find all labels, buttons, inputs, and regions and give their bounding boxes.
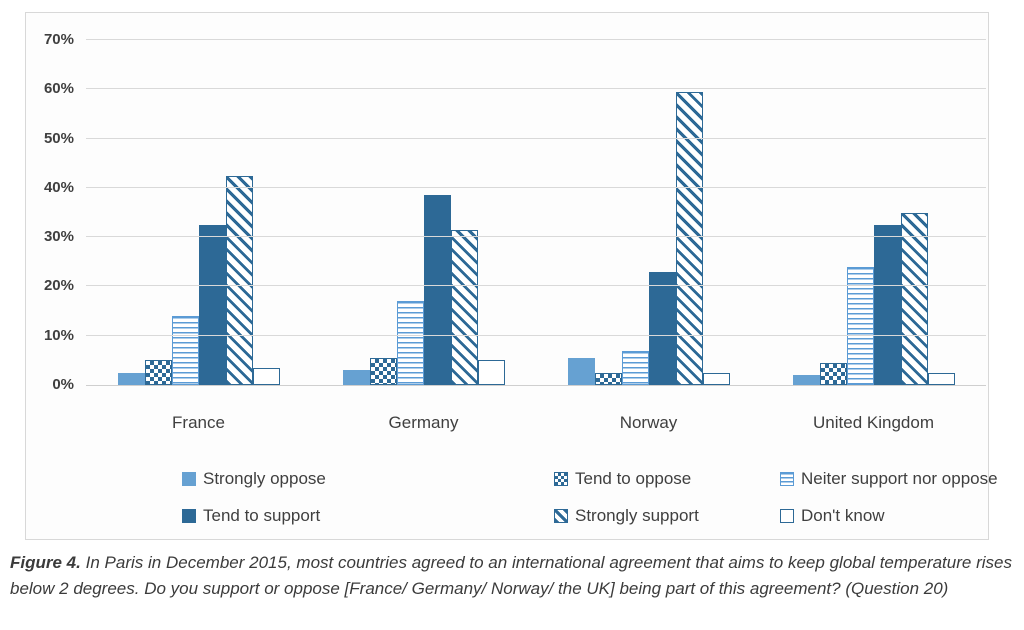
legend-label: Don't know [801,506,885,525]
bar-germany-don-t-know [477,360,505,385]
x-axis-label-germany: Germany [388,413,459,432]
bar-france-strongly-oppose [117,372,145,385]
bar-germany-tend-to-support [423,195,451,385]
x-axis-label-norway: Norway [619,413,678,432]
legend-item-don-t-know: Don't know [780,506,998,526]
y-tick-label: 60% [43,80,74,98]
bar-united-kingdom-strongly-support [900,212,928,385]
legend-item-tend-to-support: Tend to support [182,506,554,526]
legend-label: Strongly oppose [203,469,326,488]
bar-germany-strongly-support [450,229,478,385]
gridline-20 [86,285,986,287]
bar-norway-strongly-oppose [567,357,595,385]
bar-germany-neiter-support-nor-oppose [396,301,424,385]
legend-label: Neiter support nor oppose [801,469,998,488]
legend-marker-neiter-support-nor-oppose-icon [780,472,794,486]
legend-marker-strongly-oppose-icon [182,472,196,486]
figure-caption-label: Figure 4. [10,553,81,572]
x-axis-label-united-kingdom: United Kingdom [813,413,934,432]
gridline-70 [86,39,986,40]
legend-item-strongly-support: Strongly support [554,506,780,526]
bar-germany-strongly-oppose [342,370,370,385]
bar-group-france [86,41,311,385]
bar-united-kingdom-don-t-know [927,372,955,385]
legend-label: Tend to oppose [575,469,692,488]
bar-norway-don-t-know [702,372,730,385]
y-tick-label: 30% [43,228,74,246]
gridline-50 [86,137,986,139]
bar-group-norway [536,41,761,385]
bar-germany-tend-to-oppose [369,357,397,385]
bar-group-united-kingdom [761,41,986,385]
legend: Strongly oppose Tend to oppose Neiter supp… [182,469,998,526]
bar-united-kingdom-strongly-oppose [792,375,820,385]
x-axis-label-france: France [172,413,225,432]
x-axis-labels: France Germany Norway United Kingdom [86,413,986,433]
bar-norway-tend-to-oppose [594,372,622,385]
legend-marker-tend-to-support-icon [182,509,196,523]
legend-label: Tend to support [203,506,321,525]
legend-label: Strongly support [575,506,699,525]
y-tick-label: 50% [43,129,74,147]
bar-france-neiter-support-nor-oppose [171,316,199,385]
figure-caption-text: In Paris in December 2015, most countrie… [10,553,1012,598]
gridline-40 [86,186,986,188]
bar-group-germany [311,41,536,385]
bar-france-don-t-know [252,367,280,385]
y-tick-label: 10% [43,326,74,344]
y-tick-label: 20% [43,277,74,295]
bar-france-tend-to-support [198,224,226,385]
plot-area: 0% 10% 20% 30% 40% 50% 60% 70% [44,31,986,393]
bar-norway-neiter-support-nor-oppose [621,350,649,385]
bar-norway-strongly-support [675,91,703,385]
bar-groups [86,41,986,385]
figure-caption: Figure 4. In Paris in December 2015, mos… [10,550,1012,602]
y-tick-label: 0% [52,376,74,393]
legend-item-neiter-support-nor-oppose: Neiter support nor oppose [780,469,998,489]
y-tick-label: 40% [43,178,74,196]
legend-marker-tend-to-oppose-icon [554,472,568,486]
bar-france-strongly-support [225,175,253,385]
bar-france-tend-to-oppose [144,360,172,385]
bar-united-kingdom-tend-to-support [873,224,901,385]
legend-item-strongly-oppose: Strongly oppose [182,469,554,489]
y-tick-label: 70% [43,31,74,48]
gridline-60 [86,88,986,90]
legend-marker-don-t-know-icon [780,509,794,523]
gridline-10 [86,334,986,336]
bar-norway-tend-to-support [648,271,676,385]
bar-united-kingdom-tend-to-oppose [819,362,847,385]
gridline-30 [86,236,986,238]
legend-item-tend-to-oppose: Tend to oppose [554,469,780,489]
chart-panel: 0% 10% 20% 30% 40% 50% 60% 70% France Germany Nor… [25,12,998,540]
legend-marker-strongly-support-icon [554,509,568,523]
